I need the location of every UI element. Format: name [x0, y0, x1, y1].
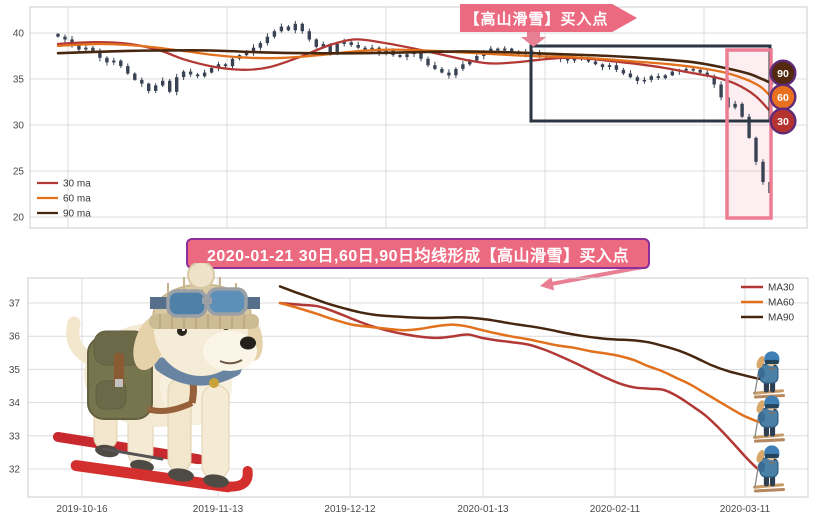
buy-point-banner: 2020-01-21 30日,60日,90日均线形成【高山滑雪】买入点 [186, 238, 650, 269]
buy-point-callout: 【高山滑雪】买入点 [460, 4, 637, 32]
y-tick-label: 32 [9, 465, 21, 476]
legend-label: MA30 [768, 283, 795, 294]
y-tick-label: 35 [13, 75, 25, 86]
dog-front-ski [70, 460, 253, 493]
badge-label: 90 [777, 68, 789, 80]
legend-label: MA60 [768, 298, 795, 309]
y-tick-label: 25 [13, 167, 25, 178]
y-tick-label: 35 [9, 365, 21, 376]
x-tick-label: 2020-02-11 [590, 504, 641, 515]
skier-icon [752, 350, 786, 400]
top-legend: 30 ma 60 ma 90 ma [37, 179, 91, 220]
legend-label: 60 ma [63, 194, 91, 205]
top-y-axis: 20 25 30 35 40 [13, 29, 25, 224]
dog-tail [66, 316, 97, 366]
badge-label: 30 [777, 116, 789, 128]
bottom-x-axis: 2019-10-16 2019-11-13 2019-12-12 2020-01-13… [56, 504, 770, 515]
y-tick-label: 37 [9, 299, 21, 310]
diagonal-arrow [540, 264, 649, 291]
bottom-y-axis: 32 33 34 35 36 37 [9, 299, 21, 476]
dog-pompom [187, 263, 215, 289]
x-tick-label: 2020-01-13 [457, 504, 509, 515]
badge-30 [769, 107, 797, 135]
x-tick-label: 2019-10-16 [56, 504, 108, 515]
legend-label: MA90 [768, 313, 795, 324]
crash-highlight-border [725, 48, 773, 220]
y-tick-label: 34 [9, 398, 21, 409]
candlestick-series [56, 21, 772, 196]
down-arrow [521, 30, 546, 47]
y-tick-label: 36 [9, 332, 21, 343]
y-tick-label: 40 [13, 29, 25, 40]
dog-leg [167, 378, 192, 472]
bottom-line-MA90 [278, 285, 767, 382]
x-tick-label: 2019-12-12 [324, 504, 376, 515]
dog-goggles [206, 287, 248, 316]
dog-scarf [154, 357, 242, 386]
badge-label: 60 [777, 92, 789, 104]
bottom-line-MA60 [278, 301, 767, 426]
bottom-line-MA30 [278, 301, 767, 476]
bottom-legend: MA30 MA60 MA90 [741, 283, 795, 324]
dog-nose [240, 336, 256, 350]
top-line-30ma [56, 38, 772, 113]
x-tick-label: 2020-03-11 [720, 504, 771, 515]
legend-label: 30 ma [63, 179, 91, 190]
y-tick-label: 20 [13, 213, 25, 224]
ski-dog-image [52, 263, 263, 493]
dog-leg [201, 384, 230, 480]
top-chart-grid [29, 6, 808, 229]
dog-goggles [166, 289, 208, 318]
x-tick-label: 2019-11-13 [193, 504, 244, 515]
legend-label: 90 ma [63, 209, 91, 220]
y-tick-label: 33 [9, 431, 21, 442]
y-tick-label: 30 [13, 121, 25, 132]
ma-badges: 90 60 30 [769, 59, 797, 135]
